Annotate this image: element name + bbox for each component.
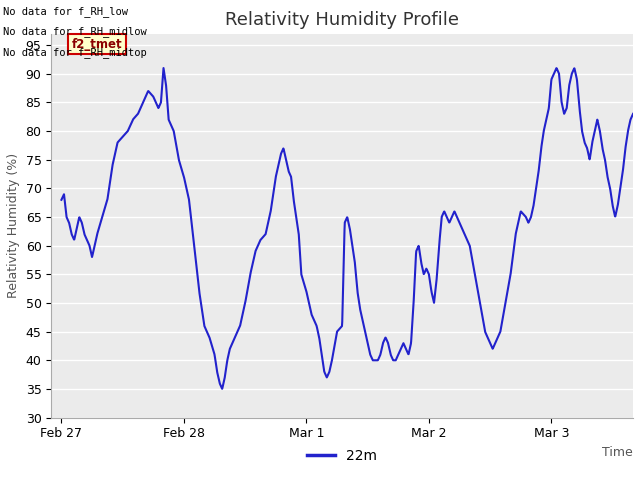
Text: No data for f_RH_midlow: No data for f_RH_midlow — [3, 26, 147, 37]
X-axis label: Time: Time — [602, 446, 633, 459]
Text: f2_tmet: f2_tmet — [72, 38, 122, 51]
Text: No data for f_RH_low: No data for f_RH_low — [3, 6, 128, 17]
Text: No data for f_RH_midtop: No data for f_RH_midtop — [3, 47, 147, 58]
Title: Relativity Humidity Profile: Relativity Humidity Profile — [225, 11, 459, 29]
Legend: 22m: 22m — [301, 443, 383, 468]
Y-axis label: Relativity Humidity (%): Relativity Humidity (%) — [7, 153, 20, 298]
